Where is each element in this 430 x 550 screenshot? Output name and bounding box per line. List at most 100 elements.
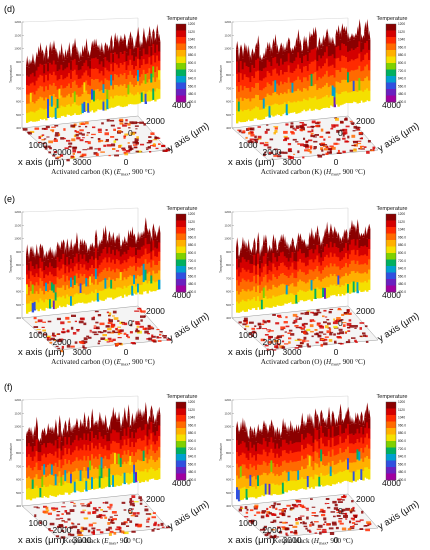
floor-cell: [256, 328, 261, 330]
floor-cell: [247, 140, 252, 143]
surface-column: [245, 99, 248, 111]
floor-cell: [135, 122, 140, 124]
surface-column: [322, 443, 325, 455]
surface-column: [114, 63, 117, 75]
surface-column: [31, 111, 35, 122]
floor-cell: [82, 527, 88, 531]
surface-column: [27, 287, 31, 296]
surface-column: [255, 283, 258, 293]
surface-column: [52, 455, 56, 466]
surface-column: [249, 291, 252, 301]
surface-peak: [329, 36, 333, 46]
surface-column: [35, 70, 38, 81]
colorbar-tick-label: 800.0: [398, 251, 406, 255]
surface-column: [280, 104, 283, 117]
surface-column: [135, 85, 138, 95]
surface-column: [308, 466, 312, 478]
floor-cell: [279, 521, 283, 524]
surface-column: [49, 442, 52, 454]
surface-column: [156, 33, 159, 45]
floor-cell: [294, 339, 299, 341]
surface-column: [127, 45, 130, 56]
surface-column: [364, 447, 367, 458]
surface-column: [314, 84, 317, 97]
floor-cell: [277, 314, 282, 317]
floor-cell: [281, 346, 286, 349]
surface-column: [276, 73, 279, 84]
surface-column: [360, 42, 363, 53]
floor-cell: [135, 328, 139, 331]
surface-column: [327, 462, 331, 474]
floor-cell: [313, 521, 319, 523]
floor-cell: [259, 142, 265, 145]
surface-column: [299, 259, 302, 270]
surface-column: [327, 237, 331, 248]
floor-cell: [127, 123, 131, 126]
floor-cell: [336, 319, 341, 323]
surface-column: [285, 433, 289, 444]
surface-column: [333, 87, 336, 98]
surface-column: [322, 76, 325, 88]
surface-column: [140, 92, 144, 102]
surface-column: [125, 61, 128, 71]
surface-column: [249, 441, 252, 454]
surface-column: [41, 300, 44, 311]
surface-column: [106, 468, 109, 478]
surface-column: [114, 464, 117, 476]
surface-column: [83, 455, 86, 468]
surface-column: [104, 257, 107, 269]
floor-cell: [367, 140, 371, 143]
surface-column: [316, 463, 319, 476]
colorbar-segment: [176, 473, 186, 481]
surface-column: [144, 446, 147, 459]
colorbar-tick-label: 960.0: [398, 423, 406, 427]
surface-column: [64, 78, 67, 89]
surface-column: [345, 273, 348, 284]
surface-column: [278, 285, 281, 296]
surface-column: [62, 445, 65, 456]
surface-column: [73, 256, 77, 267]
surface-column: [236, 98, 239, 112]
surface-column: [262, 484, 266, 497]
surface-peak: [33, 60, 37, 68]
surface-column: [325, 465, 329, 476]
surface-column: [333, 48, 336, 59]
floor-cell: [269, 349, 273, 351]
surface-column: [121, 254, 125, 264]
surface-column: [329, 428, 333, 438]
surface-peak: [27, 252, 31, 263]
surface-column: [341, 276, 344, 286]
surface-column: [264, 242, 268, 254]
surface-column: [287, 462, 291, 473]
surface-column: [81, 284, 84, 294]
surface-column: [348, 82, 352, 93]
surface-column: [253, 486, 256, 498]
surface-peak: [48, 426, 52, 433]
surface-column: [272, 253, 275, 264]
floor-cell: [244, 328, 247, 330]
surface-column: [39, 247, 42, 259]
floor-cell: [325, 498, 330, 500]
surface-peak: [306, 243, 310, 249]
surface-column: [100, 446, 103, 458]
surface-peak: [66, 429, 69, 436]
surface-column: [293, 442, 296, 453]
surface-column: [115, 474, 119, 486]
surface-column: [35, 428, 38, 440]
floor-cell: [128, 509, 131, 512]
surface-column: [322, 464, 325, 476]
floor-cell: [157, 337, 162, 339]
surface-column: [278, 85, 281, 96]
surface-column: [241, 289, 245, 300]
surface-column: [245, 261, 248, 272]
surface-column: [356, 428, 359, 440]
surface-column: [75, 64, 79, 76]
surface-column: [146, 234, 149, 245]
surface-column: [262, 108, 266, 119]
surface-column: [125, 253, 128, 263]
surface-column: [131, 266, 134, 277]
floor-cell: [123, 135, 127, 138]
surface-column: [362, 425, 365, 435]
floor-cell: [324, 336, 329, 338]
surface-column: [58, 88, 61, 99]
